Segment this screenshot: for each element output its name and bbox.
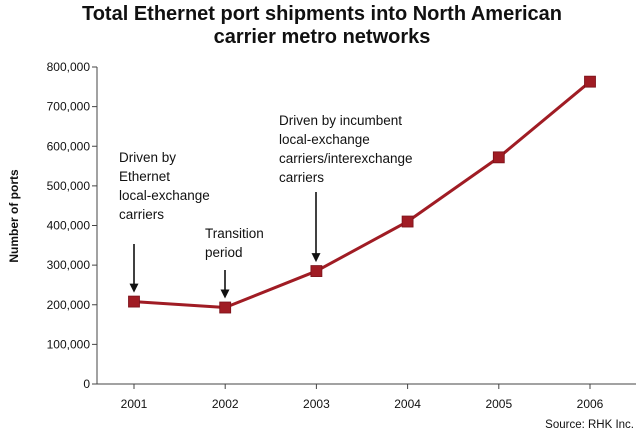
chart-title-line-2: carrier metro networks	[214, 26, 431, 48]
series-line	[133, 80, 591, 310]
chart-title: Total Ethernet port shipments into North…	[82, 3, 562, 48]
annotation: Transition period	[205, 226, 264, 299]
x-tick-label: 2004	[394, 397, 421, 411]
data-point-marker	[492, 151, 505, 164]
data-point-marker	[128, 295, 140, 308]
annotations: Driven by Ethernet local-exchange carriers T…	[119, 113, 413, 299]
annotation-text-line: Driven by incumbent	[279, 113, 402, 128]
y-tick-label: 400,000	[47, 219, 91, 233]
y-tick-label: 0	[83, 377, 90, 391]
y-ticks: 0 100,000 200,000 300,000 400,000 500,000 600,…	[47, 60, 97, 391]
annotation-text-line: local-exchange	[279, 132, 370, 147]
series	[128, 75, 596, 314]
y-tick-label: 100,000	[47, 337, 91, 351]
annotation-arrow-head	[129, 283, 139, 293]
x-tick-label: 2002	[212, 397, 239, 411]
chart-title-line-1: Total Ethernet port shipments into North…	[82, 3, 562, 25]
x-tick-label: 2005	[485, 397, 512, 411]
annotation-text-line: carriers	[279, 170, 324, 185]
annotation-text-line: period	[205, 245, 243, 260]
x-ticks: 2001 2002 2003 2004 2005 2006	[121, 384, 604, 411]
annotation-text-line: carriers/interexchange	[279, 151, 413, 166]
annotation-text-line: local-exchange	[119, 188, 210, 203]
annotation: Driven by Ethernet local-exchange carriers	[119, 150, 210, 293]
annotation-text-line: Transition	[205, 226, 264, 241]
y-tick-label: 300,000	[47, 258, 91, 272]
y-tick-label: 200,000	[47, 298, 91, 312]
annotation-arrow-head	[220, 289, 230, 299]
x-tick-label: 2003	[303, 397, 330, 411]
annotation-text-line: Driven by	[119, 150, 176, 165]
annotation-arrow-head	[311, 253, 321, 263]
data-point-marker	[219, 301, 232, 314]
annotation: Driven by incumbent local-exchange carrier…	[279, 113, 413, 263]
data-point-marker	[584, 75, 596, 88]
annotation-text-line: Ethernet	[119, 169, 170, 184]
x-tick-label: 2006	[577, 397, 604, 411]
annotation-text-line: carriers	[119, 207, 164, 222]
data-point-marker	[310, 265, 323, 277]
y-tick-label: 500,000	[47, 179, 91, 193]
source-note: Source: RHK Inc.	[545, 419, 634, 431]
y-tick-label: 600,000	[47, 139, 91, 153]
y-tick-label: 800,000	[47, 60, 91, 74]
y-axis-label: Number of ports	[7, 169, 21, 263]
y-tick-label: 700,000	[47, 100, 91, 114]
x-tick-label: 2001	[121, 397, 148, 411]
data-point-marker	[401, 215, 414, 228]
